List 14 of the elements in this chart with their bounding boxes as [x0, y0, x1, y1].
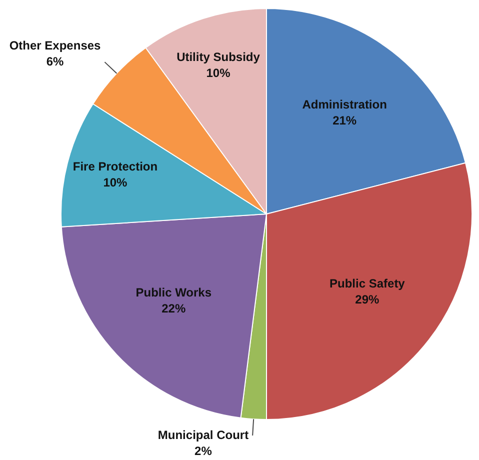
data-label: 10% [206, 66, 231, 80]
slice-label: Municipal Court [158, 428, 249, 442]
slice-label: Public Safety [329, 276, 406, 290]
data-label: 22% [162, 302, 186, 316]
slice-label: Other Expenses [9, 38, 102, 52]
data-label: 10% [103, 175, 128, 190]
slice-label: Fire Protection [72, 159, 158, 174]
slice-label: Utility Subsidy [176, 50, 260, 64]
data-label: 29% [355, 292, 380, 306]
slice-label: Public Works [136, 286, 212, 300]
data-label: 2% [194, 444, 212, 458]
data-label: 6% [46, 54, 64, 68]
slice-label: Administration [302, 98, 387, 112]
data-label: 21% [332, 114, 357, 128]
